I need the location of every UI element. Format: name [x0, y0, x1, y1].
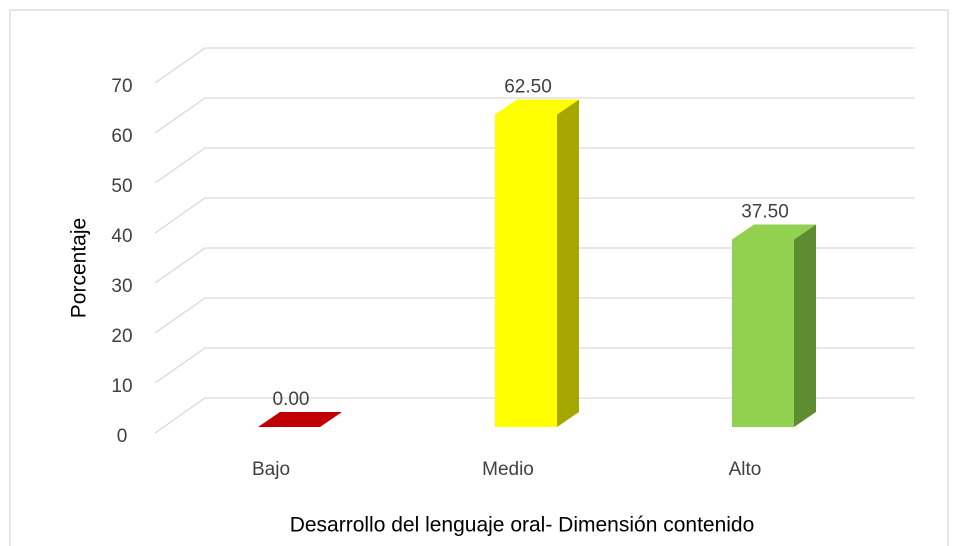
grid-line — [154, 47, 915, 84]
value-label: 62.50 — [504, 77, 552, 98]
x-tick-label: Alto — [729, 459, 762, 480]
bar-front — [732, 239, 794, 427]
grid-line — [154, 197, 915, 234]
grid-line — [154, 397, 915, 434]
value-label: 0.00 — [273, 389, 310, 410]
bar-front — [495, 114, 557, 427]
grid-line — [154, 147, 915, 184]
bar-side — [794, 224, 816, 427]
grid-line — [154, 297, 915, 334]
y-axis-title: Porcentaje — [68, 218, 91, 318]
bar-top — [732, 224, 816, 240]
grid-line — [154, 97, 915, 134]
value-label: 37.50 — [741, 202, 789, 223]
x-axis-title: Desarrollo del lenguaje oral- Dimensión … — [290, 514, 755, 537]
y-tick-label: 0 — [117, 426, 128, 447]
y-tick-label: 70 — [111, 76, 132, 97]
grid-line — [154, 247, 915, 284]
x-tick-label: Medio — [482, 459, 534, 480]
y-tick-label: 60 — [111, 126, 132, 147]
y-tick-label: 20 — [111, 326, 132, 347]
y-tick-label: 40 — [111, 226, 132, 247]
y-tick-label: 10 — [111, 376, 132, 397]
grid-line — [154, 347, 915, 384]
y-tick-label: 30 — [111, 276, 132, 297]
bar-top — [258, 412, 342, 427]
y-tick-label: 50 — [111, 176, 132, 197]
bar-side — [557, 99, 579, 427]
x-tick-label: Bajo — [252, 459, 290, 480]
bar-top — [495, 99, 579, 115]
